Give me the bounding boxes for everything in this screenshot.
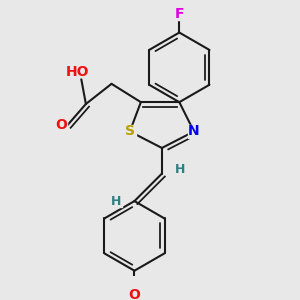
Bar [56,120,67,130]
Text: S: S [125,124,135,139]
Bar [174,9,185,20]
Text: HO: HO [66,65,89,79]
Bar [188,125,200,138]
Text: H: H [111,195,121,208]
Text: N: N [188,124,200,139]
Text: H: H [175,163,185,176]
Bar [123,125,136,138]
Bar [68,66,87,77]
Bar [129,289,140,300]
Text: F: F [175,7,184,21]
Text: O: O [55,118,67,132]
Bar [111,196,122,207]
Text: O: O [128,287,140,300]
Bar [175,164,186,175]
